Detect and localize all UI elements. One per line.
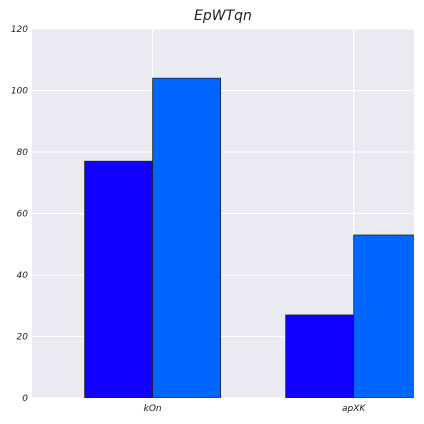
y-tick-label: 0 [22, 394, 28, 404]
y-tick-label: 40 [17, 271, 29, 281]
y-tick-label: 60 [17, 210, 29, 220]
x-tick-label: kOn [144, 404, 162, 414]
bar-apXK-series-2 [353, 234, 414, 398]
y-axis-ticks: 0 20 40 60 80 100 120 [11, 25, 28, 404]
bar-kOn-series-2 [152, 77, 222, 398]
y-tick-label: 80 [17, 148, 29, 158]
bars [84, 77, 414, 398]
chart-title: EpWTqn [194, 8, 252, 24]
bar-kOn-series-1 [84, 160, 154, 398]
y-tick-label: 100 [11, 87, 28, 97]
x-axis-ticks: kOn apXK [144, 404, 367, 414]
bar-apXK-series-1 [285, 314, 355, 398]
y-tick-label: 20 [17, 333, 29, 343]
x-tick-label: apXK [342, 404, 366, 414]
y-tick-label: 120 [11, 25, 28, 35]
